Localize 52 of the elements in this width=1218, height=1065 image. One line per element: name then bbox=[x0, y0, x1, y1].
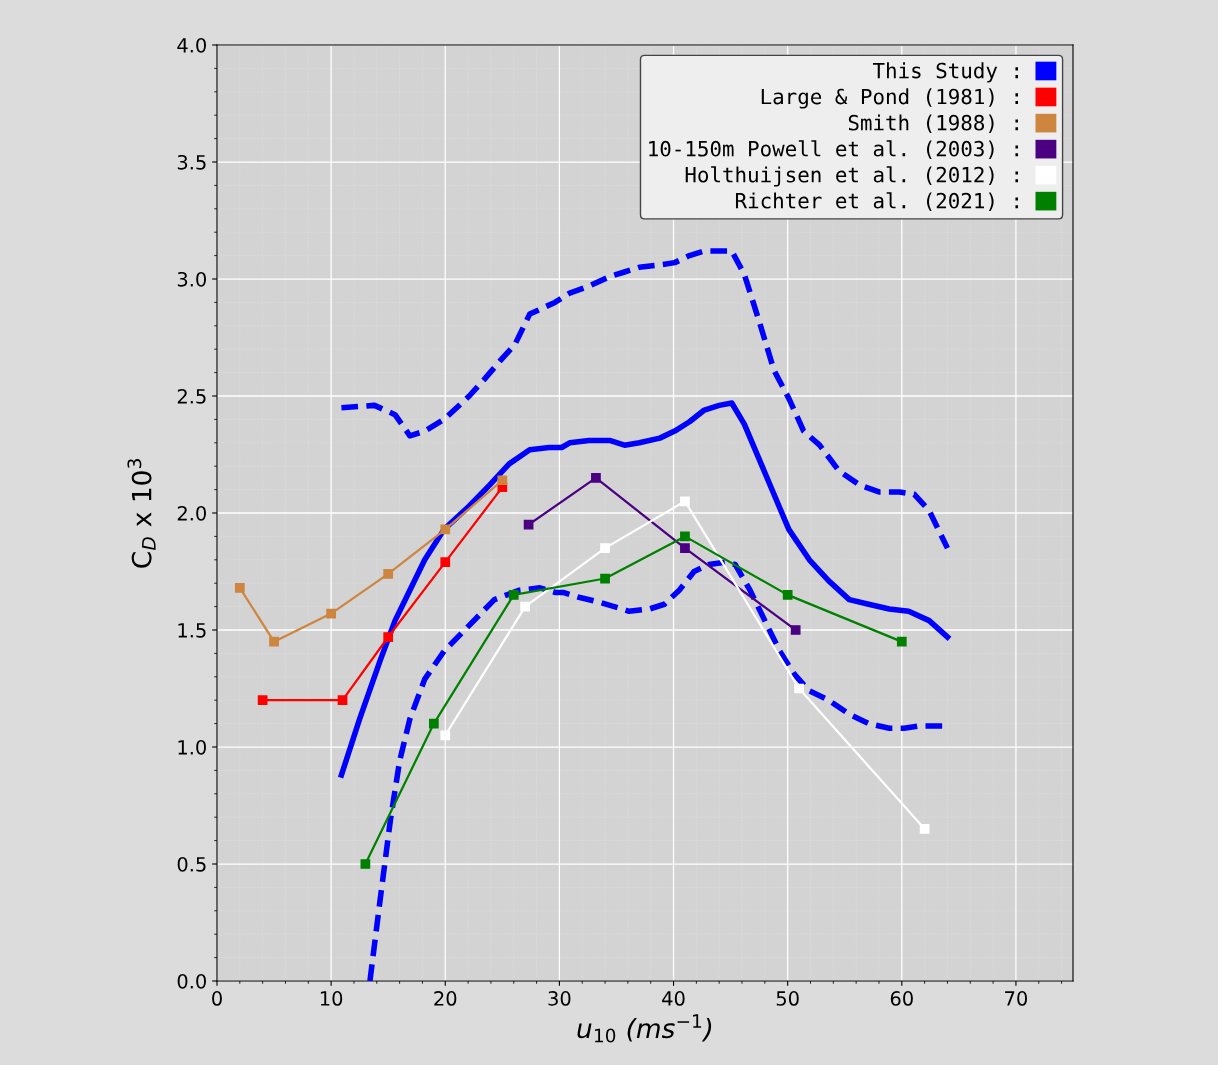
legend-label: Smith (1988) : bbox=[848, 114, 1018, 134]
point bbox=[337, 695, 348, 706]
x-axis-title: u$_{10}$ (ms$^{−1}$) bbox=[577, 1014, 712, 1043]
y-tick-label: 0.0 bbox=[177, 973, 206, 989]
legend-label: Richter et al. (2021) : bbox=[735, 192, 1019, 212]
y-tick-label: 4.0 bbox=[177, 37, 206, 53]
point bbox=[680, 531, 690, 542]
x-tick-label: 20 bbox=[434, 991, 457, 1006]
y-axis-title: C$_{D}$ x 10$^{3}$ bbox=[127, 459, 156, 568]
legend-label: Holthuijsen et al. (2012) : bbox=[685, 166, 1019, 187]
y-tick-label: 3.0 bbox=[177, 271, 206, 287]
x-tick-label: 0 bbox=[212, 991, 222, 1006]
y-tick-label: 2.5 bbox=[177, 388, 206, 404]
point bbox=[440, 730, 451, 741]
x-tick-label: 30 bbox=[548, 991, 571, 1006]
x-tick-label: 50 bbox=[776, 991, 799, 1006]
point bbox=[383, 632, 394, 642]
y-tick-label: 0.5 bbox=[177, 856, 206, 872]
point bbox=[680, 543, 690, 553]
point bbox=[497, 475, 508, 486]
point bbox=[782, 590, 793, 600]
point bbox=[794, 683, 804, 694]
point bbox=[360, 859, 371, 869]
point bbox=[508, 590, 519, 600]
point bbox=[440, 557, 451, 568]
point bbox=[523, 519, 534, 530]
y-tick-label: 1.0 bbox=[178, 739, 206, 755]
point bbox=[680, 496, 690, 507]
point bbox=[257, 695, 268, 706]
legend-label: Large & Pond (1981) : bbox=[761, 88, 1018, 109]
x-tick-label: 10 bbox=[320, 991, 343, 1006]
legend-label: This Study : bbox=[872, 62, 1018, 83]
legend-label: 10-150m Powell et al. (2003) : bbox=[649, 140, 1019, 160]
y-tick-label: 3.5 bbox=[177, 154, 206, 170]
point bbox=[600, 543, 610, 553]
point bbox=[440, 524, 451, 535]
y-tick-label: 1.5 bbox=[178, 623, 206, 638]
y-tick-label: 2.0 bbox=[177, 505, 206, 521]
x-tick-label: 60 bbox=[890, 991, 913, 1006]
x-tick-label: 40 bbox=[662, 991, 685, 1006]
point bbox=[269, 636, 279, 647]
x-tick-label: 70 bbox=[1005, 991, 1028, 1006]
point bbox=[234, 583, 245, 593]
point bbox=[326, 608, 336, 619]
point bbox=[428, 718, 439, 729]
point bbox=[520, 601, 531, 612]
point bbox=[919, 824, 930, 834]
point bbox=[896, 636, 907, 647]
point bbox=[600, 573, 610, 584]
point bbox=[383, 568, 394, 579]
point bbox=[790, 625, 801, 635]
point bbox=[591, 473, 601, 483]
